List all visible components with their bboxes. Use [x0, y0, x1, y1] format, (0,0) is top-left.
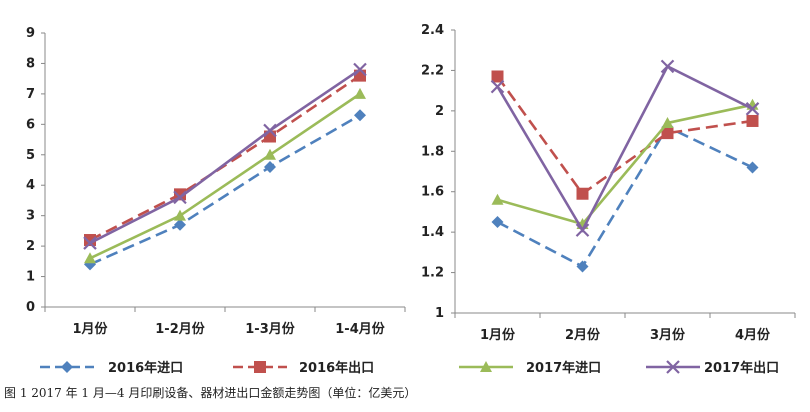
- legend-label: 2016年出口: [299, 360, 374, 376]
- y-tick-label: 7: [26, 87, 35, 102]
- y-tick-label: 1.8: [421, 144, 444, 159]
- series-line: [89, 68, 361, 245]
- x-tick-label: 2月份: [565, 327, 601, 343]
- y-tick-label: 2: [26, 239, 35, 254]
- y-tick-label: 2.4: [421, 23, 444, 38]
- data-point: [263, 123, 277, 138]
- data-point: [576, 187, 589, 200]
- x-tick-label: 1月份: [72, 321, 108, 337]
- y-tick-label: 1.4: [421, 225, 444, 240]
- data-point: [661, 116, 674, 128]
- y-tick-label: 1.6: [421, 185, 444, 200]
- data-point: [575, 223, 590, 237]
- legend-marker: [480, 361, 492, 372]
- y-tick-label: 8: [26, 56, 35, 71]
- series-line: [496, 64, 754, 233]
- data-point: [174, 188, 186, 201]
- y-tick-label: 0: [26, 300, 35, 315]
- series-line: [496, 125, 754, 269]
- series-line: [89, 92, 361, 260]
- y-tick-label: 6: [26, 117, 35, 132]
- y-tick-label: 2: [435, 104, 444, 119]
- y-tick-label: 1: [26, 270, 35, 285]
- data-point: [660, 59, 675, 74]
- figure-caption: 图 1 2017 年 1 月—4 月印刷设备、器材进出口金额走势图（单位：亿美元…: [4, 386, 417, 400]
- legend-item: 2017年出口: [646, 360, 779, 376]
- data-point: [173, 190, 187, 205]
- data-point: [174, 209, 186, 221]
- legend-marker: [666, 360, 680, 374]
- y-tick-label: 1.2: [421, 266, 444, 281]
- data-point: [353, 62, 367, 77]
- legend-item: 2016年出口: [233, 360, 374, 376]
- data-point: [491, 193, 504, 205]
- data-point: [745, 102, 760, 116]
- y-tick-label: 1: [435, 306, 444, 321]
- y-tick-label: 9: [26, 26, 35, 41]
- y-tick-label: 2.2: [421, 63, 444, 78]
- data-point: [354, 109, 366, 122]
- y-tick-label: 5: [26, 148, 35, 163]
- legend-label: 2017年进口: [526, 360, 601, 376]
- data-point: [490, 79, 505, 94]
- data-point: [84, 252, 96, 264]
- series-line: [496, 75, 753, 196]
- legend-label: 2017年出口: [704, 360, 779, 376]
- data-point: [746, 161, 759, 174]
- legend-item: 2017年进口: [459, 360, 601, 376]
- y-tick-label: 3: [26, 209, 35, 224]
- data-point: [491, 70, 504, 83]
- data-point: [746, 114, 759, 127]
- x-tick-label: 4月份: [735, 327, 771, 343]
- data-point: [83, 236, 97, 250]
- data-point: [84, 234, 96, 247]
- x-tick-label: 1月份: [480, 327, 516, 343]
- y-tick-label: 4: [26, 178, 35, 193]
- data-point: [661, 127, 674, 140]
- series-line: [497, 103, 753, 226]
- x-tick-label: 1-3月份: [245, 321, 295, 337]
- series-line: [89, 114, 361, 266]
- data-point: [264, 160, 276, 173]
- series-line: [89, 74, 361, 242]
- data-point: [354, 87, 366, 99]
- legend: 2016年进口 2016年出口 2017年进口 2017年出口: [40, 360, 779, 376]
- x-tick-label: 3月份: [650, 327, 686, 343]
- legend-marker: [254, 361, 266, 373]
- data-point: [491, 216, 504, 229]
- legend-label: 2016年进口: [108, 360, 183, 376]
- x-tick-label: 1-2月份: [155, 321, 205, 337]
- x-tick-label: 1-4月份: [335, 321, 385, 337]
- right-chart: 1 1.2 1.4 1.6 1.8 2 2.2 2.4 1月份 2月份 3月份 4月份: [421, 23, 796, 343]
- data-point: [576, 260, 589, 273]
- data-point: [174, 218, 186, 231]
- legend-item: 2016年进口: [40, 360, 183, 376]
- legend-marker: [61, 361, 73, 373]
- left-chart: 0 1 2 3 4 5 6 7 8 9 1月份 1-2月份 1-3月份 1-4月份: [26, 26, 406, 337]
- data-point: [264, 148, 276, 160]
